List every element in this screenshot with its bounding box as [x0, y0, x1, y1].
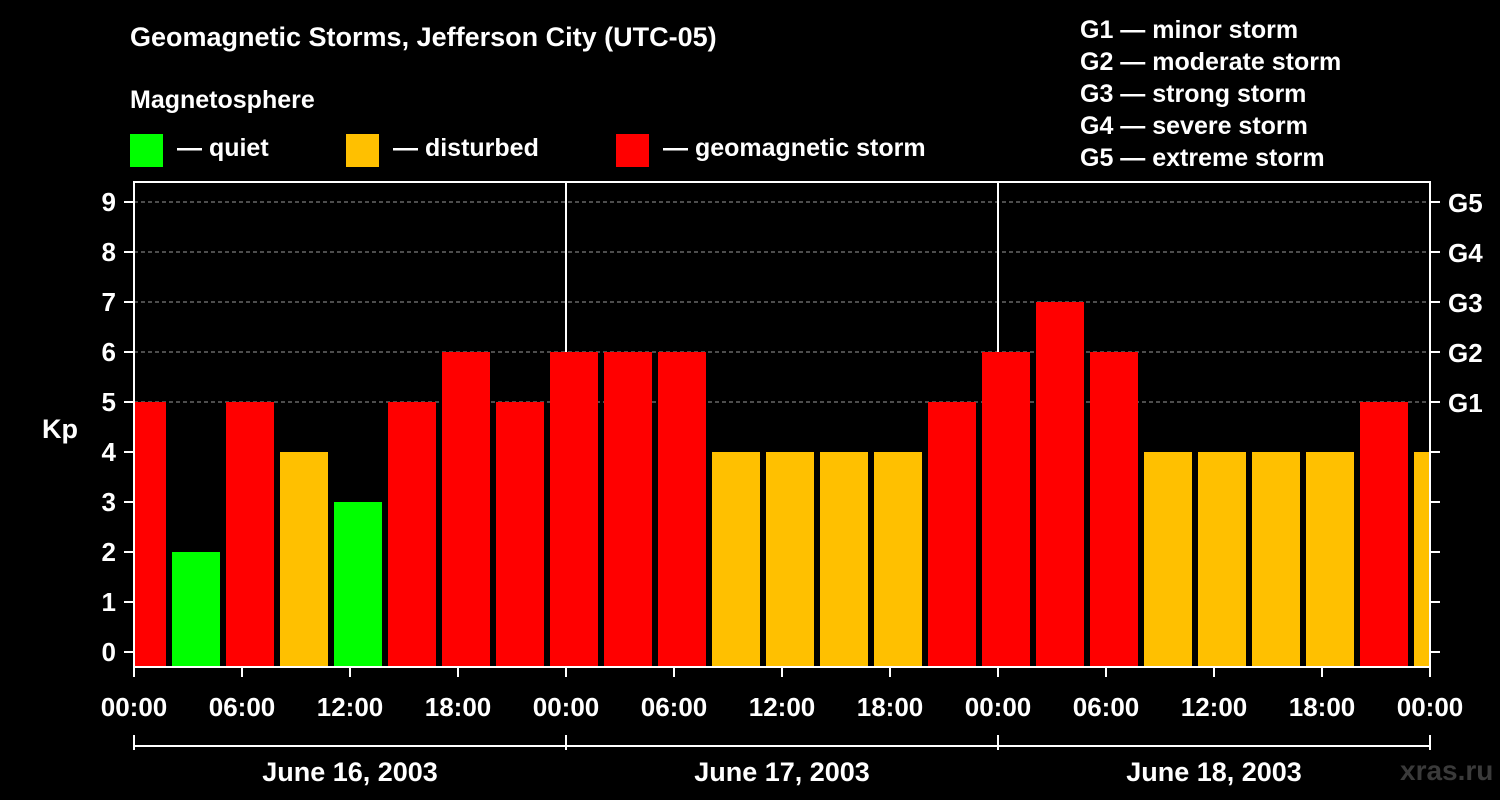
kp-bar-storm: [928, 402, 976, 667]
x-tick-label: 18:00: [425, 692, 492, 722]
kp-bar-quiet: [334, 502, 382, 667]
y-tick-label: 0: [102, 637, 116, 667]
y-tick-label: 1: [102, 587, 116, 617]
g-level-label: G3: [1448, 288, 1483, 318]
legend-label-disturbed: — disturbed: [393, 134, 539, 162]
legend-label-storm: — geomagnetic storm: [663, 134, 926, 162]
x-tick-label: 00:00: [533, 692, 600, 722]
kp-bar-storm: [1036, 302, 1084, 667]
g-level-label: G4: [1448, 238, 1483, 268]
storm-scale-g2: G2 — moderate storm: [1080, 48, 1342, 76]
y-tick-label: 5: [102, 387, 116, 417]
kp-bar-storm: [388, 402, 436, 667]
storm-scale-g4: G4 — severe storm: [1080, 112, 1308, 140]
legend-swatch-quiet: [130, 134, 163, 167]
date-label: June 18, 2003: [1126, 757, 1302, 787]
kp-bar-disturbed: [712, 452, 760, 667]
x-tick-label: 06:00: [641, 692, 708, 722]
y-tick-label: 2: [102, 537, 116, 567]
y-tick-label: 9: [102, 187, 116, 217]
x-tick-label: 12:00: [1181, 692, 1248, 722]
g-level-label: G5: [1448, 188, 1483, 218]
kp-bar-quiet: [172, 552, 220, 667]
kp-bar-disturbed: [1252, 452, 1300, 667]
g-level-label: G2: [1448, 338, 1483, 368]
y-tick-label: 3: [102, 487, 116, 517]
kp-bar-storm: [226, 402, 274, 667]
kp-bar-disturbed: [820, 452, 868, 667]
x-tick-label: 06:00: [209, 692, 276, 722]
y-tick-label: 8: [102, 237, 116, 267]
legend-swatch-storm: [616, 134, 649, 167]
date-label: June 16, 2003: [262, 757, 438, 787]
kp-bar-disturbed: [874, 452, 922, 667]
x-tick-label: 18:00: [857, 692, 924, 722]
magnetosphere-legend-title: Magnetosphere: [130, 86, 315, 114]
y-axis-label: Kp: [42, 414, 78, 444]
kp-bar-storm: [550, 352, 598, 667]
watermark: xras.ru: [1400, 755, 1494, 786]
legend-label-quiet: — quiet: [177, 134, 269, 162]
kp-bar-storm: [1090, 352, 1138, 667]
x-tick-label: 12:00: [749, 692, 816, 722]
y-tick-label: 6: [102, 337, 116, 367]
kp-bar-disturbed: [766, 452, 814, 667]
kp-bar-storm: [604, 352, 652, 667]
kp-bar-storm: [1360, 402, 1408, 667]
kp-bar-disturbed: [1198, 452, 1246, 667]
kp-bar-disturbed: [1144, 452, 1192, 667]
chart-title: Geomagnetic Storms, Jefferson City (UTC-…: [130, 22, 717, 52]
x-tick-label: 06:00: [1073, 692, 1140, 722]
kp-bar-storm: [134, 402, 166, 667]
x-tick-label: 12:00: [317, 692, 384, 722]
kp-bar-storm: [442, 352, 490, 667]
x-tick-label: 00:00: [1397, 692, 1464, 722]
date-label: June 17, 2003: [694, 757, 870, 787]
storm-scale-legend: G1 — minor storm G2 — moderate storm G3 …: [1080, 14, 1341, 174]
bars-group: [134, 302, 1430, 667]
kp-bar-storm: [496, 402, 544, 667]
storm-scale-g1: G1 — minor storm: [1080, 16, 1299, 44]
y-tick-label: 7: [102, 287, 116, 317]
storm-scale-g3: G3 — strong storm: [1080, 80, 1307, 108]
kp-bar-disturbed: [280, 452, 328, 667]
x-tick-label: 18:00: [1289, 692, 1356, 722]
legend-swatch-disturbed: [346, 134, 379, 167]
kp-bar-disturbed: [1306, 452, 1354, 667]
x-tick-label: 00:00: [101, 692, 168, 722]
g-level-label: G1: [1448, 388, 1483, 418]
storm-scale-g5: G5 — extreme storm: [1080, 144, 1325, 172]
kp-bar-storm: [982, 352, 1030, 667]
kp-bar-disturbed: [1414, 452, 1430, 667]
y-tick-label: 4: [102, 437, 117, 467]
x-tick-label: 00:00: [965, 692, 1032, 722]
kp-bar-storm: [658, 352, 706, 667]
